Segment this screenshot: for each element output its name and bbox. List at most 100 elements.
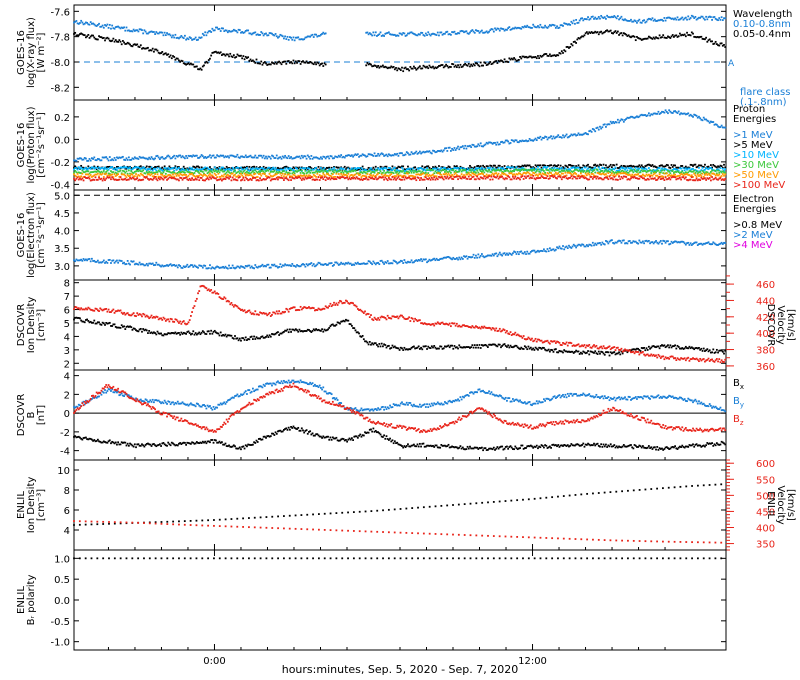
data-point [621,167,624,170]
data-point [132,158,135,160]
data-point [318,171,321,173]
data-point [491,142,494,145]
data-point [589,168,592,171]
data-point [531,139,533,142]
data-point [94,24,97,27]
data-point [620,170,623,172]
data-point [409,66,412,68]
data-point [619,172,622,175]
data-point [611,15,613,18]
data-point [614,178,617,181]
data-point [694,36,697,38]
data-point [611,239,613,242]
data-point [160,172,162,175]
data-point [141,47,143,50]
data-point [213,170,216,173]
data-point [633,168,636,171]
data-point [613,172,616,174]
data-point [150,171,153,174]
data-point [371,175,374,178]
data-point [187,169,190,172]
data-point [662,175,665,178]
data-point [395,261,397,263]
data-point [588,31,591,34]
data-point [229,154,232,157]
data-point [179,60,182,63]
data-point [701,165,704,168]
data-point [587,16,589,19]
data-point [314,265,316,268]
data-point [612,32,614,35]
legend-entry: 0.05-0.4nm [733,29,791,40]
data-point [620,166,623,169]
data-point [496,141,499,144]
data-point [558,174,561,176]
data-point [625,167,628,170]
data-point [501,254,504,257]
data-point [154,173,157,175]
data-point [219,175,222,178]
data-point [362,177,365,180]
data-point [236,53,239,56]
legend-entry: >10 MeV [733,150,779,161]
data-point [496,175,499,178]
data-point [698,16,700,19]
data-point [220,154,223,157]
data-point [77,166,80,169]
data-point [322,155,325,158]
data-point [378,176,381,179]
data-point [231,30,234,32]
data-point [390,33,393,36]
data-point [250,60,253,62]
data-point [346,154,349,157]
data-point [587,245,589,248]
data-point [150,167,153,170]
data-point [526,170,529,173]
data-point [92,175,94,178]
data-point [342,171,345,174]
data-point [707,16,710,19]
data-point [200,36,203,39]
data-point [526,164,529,167]
data-point [309,171,312,174]
data-point [119,27,122,30]
data-point [638,239,641,242]
data-point [158,52,161,55]
data-point [517,58,520,61]
data-point [287,155,290,157]
data-point [286,167,289,170]
data-point [308,170,310,173]
data-point [681,33,684,36]
data-point [669,167,672,169]
data-point [298,155,301,158]
data-point [312,178,315,181]
data-point [415,179,418,182]
data-point [248,155,251,158]
data-point [206,166,209,169]
data-point [277,36,279,39]
data-point [522,140,525,143]
data-point [644,21,647,24]
data-point [698,115,700,118]
data-point [240,166,242,169]
data-point [581,175,583,178]
data-point [539,168,542,171]
data-point [237,167,240,169]
data-point [144,157,147,160]
data-point [503,252,506,255]
data-point [663,172,666,175]
data-point [719,42,722,45]
data-point [310,34,313,37]
data-point [445,167,448,170]
data-point [310,61,313,64]
data-point [398,261,401,263]
data-point [466,64,469,67]
data-point [250,174,253,177]
data-point [168,165,171,168]
data-point [427,260,430,263]
data-point [588,171,591,174]
data-point [107,159,110,162]
data-point [647,239,650,242]
data-point [361,165,364,168]
data-point [705,172,708,175]
